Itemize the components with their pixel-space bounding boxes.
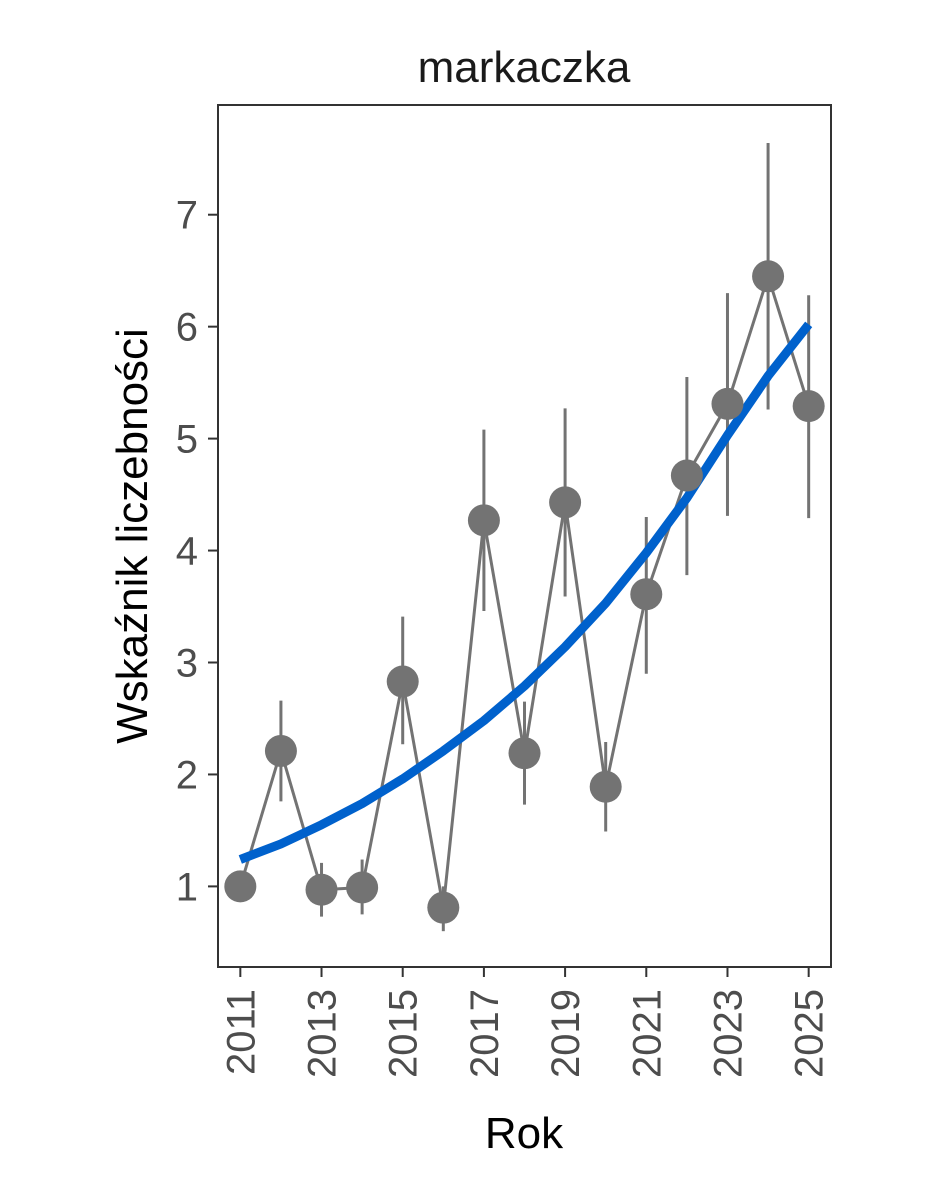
x-axis-title: Rok <box>485 1109 564 1158</box>
data-point <box>792 390 825 423</box>
data-point <box>508 737 541 770</box>
y-tick-label: 3 <box>176 642 198 686</box>
x-tick-label: 2025 <box>788 989 832 1078</box>
data-point <box>264 734 297 767</box>
data-point <box>467 504 500 537</box>
chart-title: markaczka <box>418 43 631 92</box>
data-point <box>752 260 785 293</box>
y-tick-label: 7 <box>176 194 198 238</box>
y-tick-label: 5 <box>176 418 198 462</box>
data-point <box>589 770 622 803</box>
x-tick-label: 2011 <box>219 989 263 1075</box>
x-tick-label: 2015 <box>382 989 426 1078</box>
data-point <box>386 665 419 698</box>
x-tick-label: 2021 <box>625 989 669 1078</box>
data-point <box>711 387 744 420</box>
data-point <box>427 891 460 924</box>
data-point <box>670 459 703 492</box>
y-tick-label: 4 <box>176 530 198 574</box>
data-point <box>549 486 582 519</box>
data-point <box>630 578 663 611</box>
y-axis-title: Wskaźnik liczebności <box>108 328 157 744</box>
data-points <box>224 260 825 924</box>
y-axis: 1 2 3 4 5 6 7 <box>176 194 218 909</box>
x-tick-label: 2023 <box>706 989 750 1078</box>
trend-line <box>238 321 813 864</box>
y-tick-label: 6 <box>176 306 198 350</box>
data-point <box>305 873 338 906</box>
x-tick-label: 2013 <box>301 989 345 1078</box>
plot-frame <box>217 104 832 968</box>
data-point <box>346 871 379 904</box>
data-point <box>224 870 257 903</box>
x-axis: 2011 2013 2015 2017 2019 2021 2023 2025 <box>219 967 832 1078</box>
x-tick-label: 2017 <box>463 989 507 1078</box>
y-tick-label: 1 <box>176 865 198 909</box>
y-tick-label: 2 <box>176 753 198 797</box>
x-tick-label: 2019 <box>544 989 588 1078</box>
